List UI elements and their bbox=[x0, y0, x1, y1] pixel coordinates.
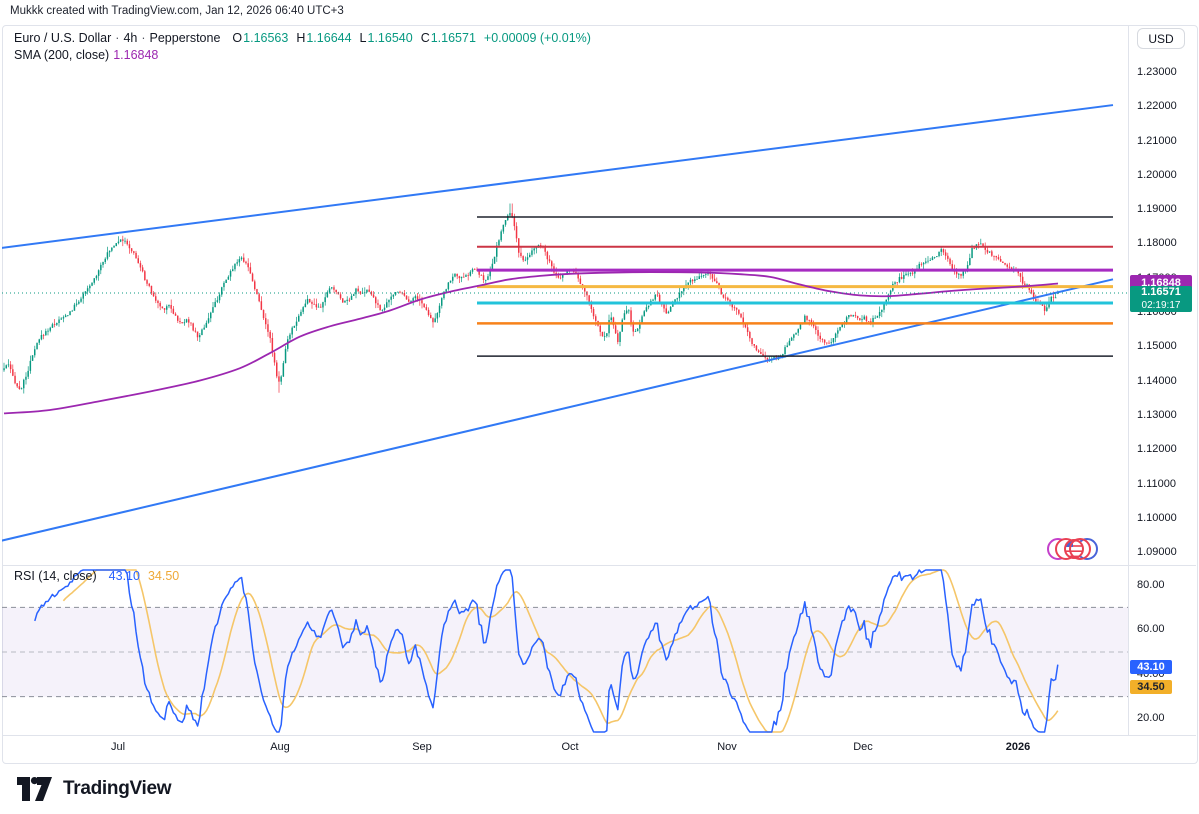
price-axis-label: 1.18000 bbox=[1137, 237, 1177, 250]
time-axis-label: Aug bbox=[270, 741, 290, 753]
rsi-ma-value-badge: 34.50 bbox=[1130, 679, 1172, 694]
price-pane[interactable] bbox=[0, 104, 1128, 560]
up-candle-wicks bbox=[3, 203, 1059, 394]
tradingview-logo[interactable]: TradingView bbox=[16, 774, 172, 804]
high-key: H bbox=[296, 31, 306, 45]
rsi-legend[interactable]: RSI (14, close) 43.10 34.50 bbox=[14, 569, 179, 584]
time-axis-separator bbox=[2, 735, 1196, 736]
price-axis-label: 1.09000 bbox=[1137, 546, 1177, 559]
bar-countdown: 02:19:17 bbox=[1141, 300, 1181, 311]
time-axis-label: Oct bbox=[561, 741, 579, 753]
time-axis-label: Jul bbox=[110, 741, 126, 753]
price-axis-label: 1.21000 bbox=[1137, 134, 1177, 147]
symbol-pair-logo bbox=[1047, 538, 1098, 560]
sma-line[interactable] bbox=[3, 271, 1059, 415]
price-axis-label: 1.23000 bbox=[1137, 65, 1177, 78]
rsi-value-badge: 43.10 bbox=[1130, 660, 1172, 675]
pane-separator[interactable] bbox=[2, 565, 1196, 566]
time-axis-label: Nov bbox=[717, 741, 737, 753]
price-axis-label: 1.13000 bbox=[1137, 408, 1177, 421]
trend-line-upper[interactable] bbox=[0, 104, 1114, 249]
rsi-value: 43.10 bbox=[108, 569, 140, 583]
high-value: 1.16644 bbox=[306, 31, 352, 45]
sma-value: 1.16848 bbox=[113, 48, 159, 62]
up-candle-bodies bbox=[3, 213, 1059, 390]
separator-dot: · bbox=[141, 31, 146, 45]
separator-dot: · bbox=[115, 31, 120, 45]
change-value: +0.00009 (+0.01%) bbox=[483, 31, 591, 45]
rsi-line bbox=[34, 569, 1059, 733]
rsi-ma-value: 34.50 bbox=[147, 569, 180, 583]
open-value: 1.16563 bbox=[243, 31, 289, 45]
chart-widget bbox=[2, 25, 1198, 764]
trend-line-lower[interactable] bbox=[0, 278, 1114, 542]
currency-unit-button[interactable]: USD bbox=[1137, 28, 1185, 49]
rsi-axis-label: 80.00 bbox=[1137, 578, 1165, 591]
time-axis-label: 2026 bbox=[1005, 741, 1031, 753]
symbol-legend[interactable]: Euro / U.S. Dollar · 4h · Pepperstone O1.1656… bbox=[14, 31, 591, 46]
attribution-text: Mukkk created with TradingView.com, Jan … bbox=[10, 5, 344, 17]
price-scale-separator bbox=[1128, 25, 1129, 735]
price-axis-label: 1.22000 bbox=[1137, 100, 1177, 113]
down-candle-bodies bbox=[9, 213, 1055, 389]
rsi-label: RSI (14, close) bbox=[14, 569, 97, 583]
sma-label: SMA (200, close) bbox=[14, 48, 110, 62]
open-key: O bbox=[232, 31, 243, 45]
rsi-ma-line bbox=[62, 569, 1059, 733]
last-price-badge: 1.16571 02:19:17 bbox=[1130, 286, 1192, 312]
symbol-title: Euro / U.S. Dollar bbox=[14, 31, 112, 45]
last-price-badge-value: 1.16571 bbox=[1141, 286, 1181, 298]
close-key: C bbox=[420, 31, 430, 45]
price-axis-label: 1.20000 bbox=[1137, 168, 1177, 181]
down-candle-wicks bbox=[10, 203, 1054, 393]
rsi-pane[interactable] bbox=[2, 569, 1128, 733]
close-value: 1.16571 bbox=[430, 31, 476, 45]
low-value: 1.16540 bbox=[367, 31, 413, 45]
price-axis-label: 1.12000 bbox=[1137, 443, 1177, 456]
low-key: L bbox=[359, 31, 367, 45]
rsi-axis-label: 60.00 bbox=[1137, 623, 1165, 636]
price-axis-label: 1.11000 bbox=[1137, 477, 1176, 490]
price-axis-label: 1.10000 bbox=[1137, 511, 1177, 524]
tradingview-logo-icon bbox=[17, 777, 52, 801]
rsi-axis-label: 20.00 bbox=[1137, 712, 1165, 725]
price-axis-label: 1.19000 bbox=[1137, 203, 1177, 216]
tradingview-logo-text: TradingView bbox=[63, 778, 172, 799]
time-axis-label: Sep bbox=[412, 741, 432, 753]
time-axis-label: Dec bbox=[853, 741, 873, 753]
price-axis-label: 1.15000 bbox=[1137, 340, 1177, 353]
interval-label: 4h bbox=[123, 31, 138, 45]
sma-legend[interactable]: SMA (200, close) 1.16848 bbox=[14, 48, 158, 63]
exchange-label: Pepperstone bbox=[149, 31, 221, 45]
price-axis-label: 1.14000 bbox=[1137, 374, 1177, 387]
